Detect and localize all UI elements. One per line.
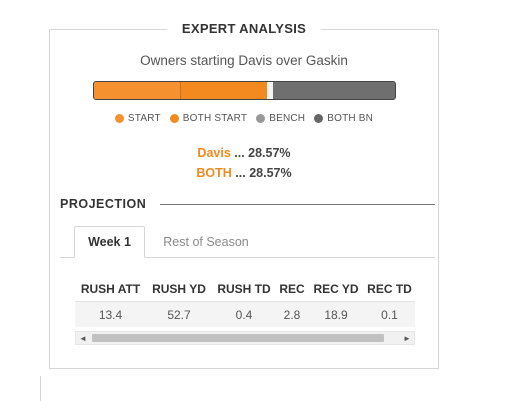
table-cell: 18.9 [308, 301, 364, 327]
expert-analysis-panel [49, 29, 439, 369]
table-cell: 2.8 [276, 301, 308, 327]
column-header: REC [276, 278, 308, 302]
projection-rule [160, 204, 435, 205]
bar-legend: START BOTH START BENCH BOTH BN [49, 113, 439, 124]
scroll-right-icon[interactable]: ► [403, 333, 411, 343]
projection-heading: PROJECTION [60, 197, 147, 211]
both-label: BOTH [196, 166, 232, 180]
both-start-stat: BOTH ... 28.57% [49, 166, 439, 180]
bar-segment-both-start [180, 82, 267, 99]
legend-dot-icon [114, 114, 124, 123]
stat-value: 28.57% [249, 166, 292, 180]
legend-label: BOTH START [182, 113, 248, 124]
bar-segment-start [94, 82, 181, 99]
stat-value: 28.57% [248, 146, 291, 160]
legend-label: BENCH [269, 113, 306, 124]
section-title: EXPERT ANALYSIS [181, 21, 307, 36]
legend-dot-icon [169, 114, 179, 123]
legend-dot-icon [314, 114, 324, 123]
bar-segment-both-bench [272, 82, 395, 99]
comparison-subtitle: Owners starting Davis over Gaskin [140, 53, 348, 68]
table-cell: 0.1 [364, 301, 415, 327]
column-header: RUSH YD [146, 278, 212, 302]
legend-label: START [127, 113, 161, 124]
legend-item-bench: BENCH [256, 113, 305, 124]
horizontal-scrollbar[interactable]: ◄ ► [75, 331, 415, 345]
panel-border-left [49, 29, 167, 30]
legend-label: BOTH BN [327, 113, 374, 124]
table-cell: 13.4 [75, 301, 146, 327]
tab-rest-of-season[interactable]: Rest of Season [163, 235, 249, 249]
legend-item-both-start: BOTH START [169, 113, 248, 124]
column-header: REC TD [364, 278, 415, 302]
column-header: RUSH ATT [75, 278, 146, 302]
legend-item-start: START [114, 113, 161, 124]
divider [40, 376, 41, 401]
davis-start-stat: Davis ... 28.57% [49, 146, 439, 160]
tabs-baseline [60, 257, 435, 258]
scrollbar-thumb[interactable] [92, 334, 384, 342]
legend-dot-icon [256, 114, 266, 123]
column-header: REC YD [308, 278, 364, 302]
panel-border-right [321, 29, 439, 30]
table-cell: 0.4 [212, 301, 276, 327]
legend-item-both-bench: BOTH BN [314, 113, 373, 124]
bar-segment-bench [266, 82, 273, 99]
stat-separator: ... [230, 146, 249, 160]
projection-table: RUSH ATT RUSH YD RUSH TD REC REC YD REC … [75, 278, 415, 327]
start-percentage-bar [93, 81, 396, 100]
table-cell: 52.7 [146, 301, 212, 327]
tab-week-1[interactable]: Week 1 [74, 226, 145, 258]
stat-separator: ... [231, 166, 250, 180]
table-row: 13.4 52.7 0.4 2.8 18.9 0.1 [75, 301, 415, 327]
table-header-row: RUSH ATT RUSH YD RUSH TD REC REC YD REC … [75, 278, 415, 302]
column-header: RUSH TD [212, 278, 276, 302]
scroll-left-icon[interactable]: ◄ [79, 333, 87, 343]
projection-table-container: RUSH ATT RUSH YD RUSH TD REC REC YD REC … [75, 278, 415, 327]
player-name: Davis [197, 146, 231, 160]
